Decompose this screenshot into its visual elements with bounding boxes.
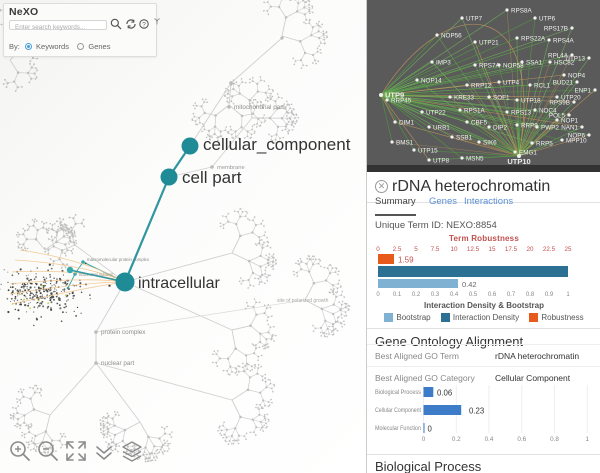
svg-text:0.2: 0.2 (452, 436, 461, 441)
svg-text:0: 0 (376, 246, 380, 253)
svg-text:0.06: 0.06 (437, 389, 452, 398)
svg-text:RPS8A: RPS8A (511, 8, 532, 15)
svg-text:UTP21: UTP21 (479, 40, 499, 47)
svg-text:DIM1: DIM1 (399, 120, 415, 127)
svg-text:0: 0 (428, 425, 433, 434)
svg-text:0.42: 0.42 (462, 280, 477, 289)
svg-text:ENP1: ENP1 (575, 88, 592, 95)
svg-text:2.5: 2.5 (393, 246, 402, 253)
svg-text:MSN5: MSN5 (466, 156, 484, 163)
svg-text:BMS1: BMS1 (396, 140, 414, 147)
svg-text:RPS13: RPS13 (511, 110, 531, 117)
svg-text:0.23: 0.23 (469, 407, 484, 416)
svg-text:cellular_component: cellular_component (203, 135, 351, 154)
svg-text:SIK6: SIK6 (483, 140, 497, 147)
svg-text:RRP5: RRP5 (536, 141, 553, 148)
svg-text:SSB1: SSB1 (456, 135, 473, 142)
svg-text:0.6: 0.6 (517, 436, 526, 441)
svg-text:DIP2: DIP2 (493, 125, 507, 132)
svg-text:0.4: 0.4 (485, 436, 494, 441)
svg-text:EMG1: EMG1 (519, 150, 537, 157)
svg-text:NOP56: NOP56 (441, 33, 462, 40)
svg-text:NAN1: NAN1 (561, 125, 578, 132)
svg-text:BUD21: BUD21 (553, 80, 574, 87)
svg-text:UTP15: UTP15 (418, 148, 438, 155)
svg-text:RPS1A: RPS1A (464, 108, 485, 115)
svg-text:URB1: URB1 (433, 125, 450, 132)
svg-text:NOC4: NOC4 (539, 108, 557, 115)
svg-text:0.1: 0.1 (393, 292, 402, 297)
svg-text:1.59: 1.59 (398, 256, 414, 265)
svg-text:Molecular Function: Molecular Function (375, 425, 421, 432)
svg-text:RRP9: RRP9 (521, 123, 538, 130)
svg-text:10: 10 (450, 246, 458, 253)
svg-text:25: 25 (564, 246, 572, 253)
svg-text:RPS4A: RPS4A (553, 38, 574, 45)
svg-text:UTP18: UTP18 (521, 98, 541, 105)
svg-text:7.5: 7.5 (431, 246, 440, 253)
svg-text:1: 1 (586, 436, 590, 441)
svg-text:UTP22: UTP22 (426, 110, 446, 117)
svg-text:RCL1: RCL1 (534, 83, 551, 90)
svg-text:RPS7A: RPS7A (479, 63, 500, 70)
svg-text:Cellular Component: Cellular Component (375, 407, 421, 414)
svg-text:0: 0 (376, 292, 380, 297)
svg-text:RRP12: RRP12 (471, 83, 492, 90)
svg-text:NOP58: NOP58 (503, 63, 524, 70)
svg-text:UTP10: UTP10 (507, 157, 530, 165)
svg-text:0.2: 0.2 (412, 292, 421, 297)
svg-text:cell part: cell part (182, 168, 242, 187)
svg-text:0.8: 0.8 (550, 436, 559, 441)
svg-text:SSA1: SSA1 (526, 60, 543, 67)
svg-text:1: 1 (566, 292, 570, 297)
svg-text:IMP3: IMP3 (436, 60, 451, 67)
svg-text:0.5: 0.5 (469, 292, 478, 297)
svg-text:RPS17B: RPS17B (544, 26, 568, 33)
svg-text:12.5: 12.5 (467, 246, 480, 253)
svg-text:0.9: 0.9 (545, 292, 554, 297)
svg-text:NOP4: NOP4 (568, 73, 586, 80)
svg-text:HSC82: HSC82 (554, 60, 575, 67)
svg-text:NOP6: NOP6 (568, 133, 586, 140)
svg-text:0.8: 0.8 (526, 292, 535, 297)
svg-text:UTP7: UTP7 (466, 16, 483, 23)
svg-text:0.7: 0.7 (507, 292, 516, 297)
svg-text:Biological Process: Biological Process (375, 389, 421, 396)
svg-text:0.4: 0.4 (450, 292, 459, 297)
svg-text:UTP6: UTP6 (539, 16, 556, 23)
svg-text:0: 0 (422, 436, 426, 441)
svg-text:5: 5 (414, 246, 418, 253)
svg-text:PWP2: PWP2 (541, 125, 559, 132)
svg-text:0.3: 0.3 (431, 292, 440, 297)
svg-text:15: 15 (488, 246, 496, 253)
svg-text:17.5: 17.5 (505, 246, 518, 253)
svg-text:intracellular: intracellular (138, 275, 220, 292)
svg-text:UTP4: UTP4 (503, 80, 520, 87)
svg-text:SOF1: SOF1 (493, 95, 510, 102)
svg-text:20: 20 (526, 246, 534, 253)
svg-text:0.6: 0.6 (488, 292, 497, 297)
svg-text:RPS9B: RPS9B (549, 100, 570, 107)
svg-text:RPS22A: RPS22A (521, 36, 546, 43)
svg-text:UTP8: UTP8 (433, 158, 450, 165)
svg-text:RRP45: RRP45 (391, 98, 412, 105)
svg-text:NOP14: NOP14 (421, 78, 442, 85)
svg-text:CBF5: CBF5 (471, 120, 488, 127)
svg-text:NOP1: NOP1 (561, 118, 579, 125)
svg-text:KRE33: KRE33 (454, 95, 474, 102)
svg-text:22.5: 22.5 (543, 246, 556, 253)
